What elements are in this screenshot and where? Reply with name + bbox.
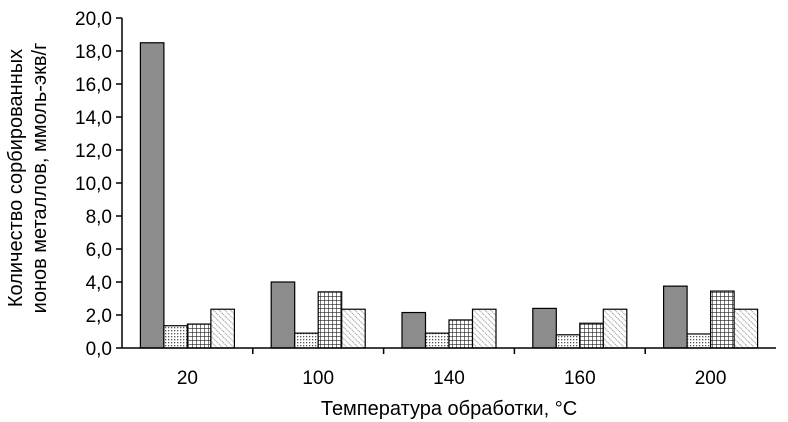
y-tick-label: 20,0 bbox=[75, 9, 112, 30]
bar-100-series-1 bbox=[270, 281, 296, 349]
y-tick-label: 16,0 bbox=[75, 75, 112, 96]
y-axis-title-line-2: ионов металлов, ммоль-экв/г bbox=[29, 43, 51, 314]
y-tick-label: 14,0 bbox=[75, 108, 112, 129]
y-axis-title: Количество сорбированных ионов металлов,… bbox=[5, 43, 51, 314]
bar-200-series-2 bbox=[686, 333, 712, 349]
x-ticks-group: 20 100 140 160 200 bbox=[177, 348, 727, 389]
x-tick-label: 140 bbox=[433, 368, 465, 389]
bar-160-series-2 bbox=[555, 334, 581, 349]
y-tick-label: 2,0 bbox=[86, 306, 112, 327]
bar-20-series-4 bbox=[210, 308, 235, 349]
bar-20-series-1 bbox=[139, 42, 165, 349]
bar-100-series-4 bbox=[341, 308, 366, 349]
y-tick-label: 0,0 bbox=[86, 339, 112, 360]
y-axis-title-line-1: Количество сорбированных bbox=[5, 49, 27, 307]
bar-140-series-4 bbox=[471, 308, 497, 349]
x-tick-label: 20 bbox=[177, 368, 198, 389]
y-tick-label: 6,0 bbox=[86, 240, 112, 261]
bar-200-series-1 bbox=[662, 285, 688, 349]
x-tick-label: 200 bbox=[695, 368, 727, 389]
y-tick-label: 12,0 bbox=[75, 141, 112, 162]
bar-140-series-3 bbox=[448, 319, 474, 349]
bar-160-series-1 bbox=[532, 307, 557, 349]
y-tick-label: 4,0 bbox=[86, 273, 112, 294]
bar-20-series-2 bbox=[163, 325, 188, 349]
bar-140-series-2 bbox=[424, 332, 450, 349]
bars-group bbox=[139, 42, 759, 349]
x-axis-title: Температура обработки, °C bbox=[321, 398, 577, 420]
y-tick-label: 8,0 bbox=[86, 207, 112, 228]
bar-160-series-3 bbox=[579, 322, 604, 349]
y-tick-label: 18,0 bbox=[75, 42, 112, 63]
bar-100-series-3 bbox=[317, 291, 343, 349]
bar-20-series-3 bbox=[186, 323, 212, 349]
bar-160-series-4 bbox=[602, 308, 628, 349]
bar-100-series-2 bbox=[294, 332, 319, 349]
y-ticks-group: 0,0 2,0 4,0 6,0 8,0 10,0 12,0 14,0 16,0 18,0 20,0 bbox=[75, 9, 122, 360]
y-tick-label: 10,0 bbox=[75, 174, 112, 195]
bar-200-series-3 bbox=[709, 290, 735, 349]
bar-200-series-4 bbox=[733, 308, 759, 349]
x-tick-label: 100 bbox=[302, 368, 334, 389]
x-tick-label: 160 bbox=[564, 368, 596, 389]
bar-140-series-1 bbox=[401, 311, 427, 349]
